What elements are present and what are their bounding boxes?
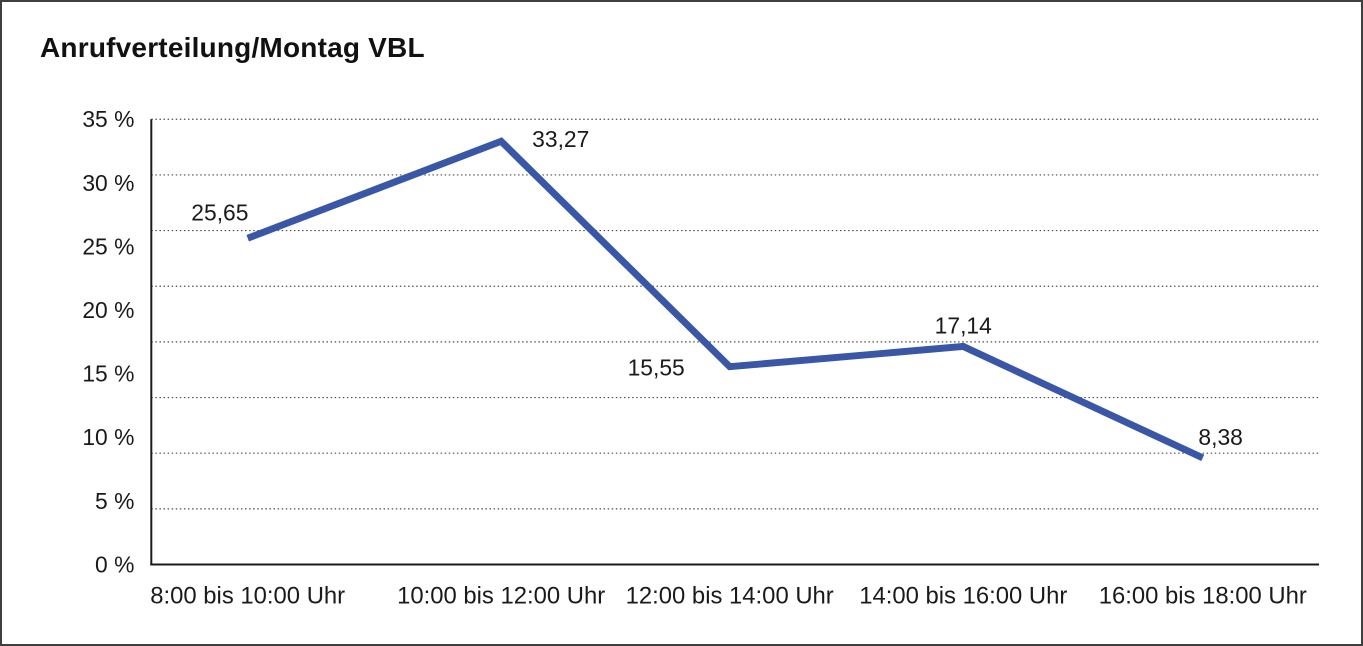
y-tick-label: 5 %	[95, 488, 134, 514]
y-tick-label: 0 %	[95, 551, 134, 577]
y-tick-label: 15 %	[82, 361, 134, 387]
y-tick-label: 25 %	[82, 233, 134, 259]
x-tick-label: 8:00 bis 10:00 Uhr	[150, 582, 345, 609]
chart-title: Anrufverteilung/Montag VBL	[40, 32, 425, 63]
value-label: 25,65	[191, 199, 248, 225]
value-label: 17,14	[935, 313, 992, 339]
value-label: 8,38	[1198, 424, 1242, 450]
y-tick-label: 30 %	[82, 170, 134, 196]
value-label: 33,27	[532, 126, 589, 152]
y-tick-label: 35 %	[82, 106, 134, 132]
y-tick-label: 10 %	[82, 424, 134, 450]
x-tick-label: 10:00 bis 12:00 Uhr	[397, 582, 605, 609]
series-line	[246, 137, 1205, 462]
y-tick-label: 20 %	[82, 297, 134, 323]
x-tick-label: 14:00 bis 16:00 Uhr	[859, 582, 1067, 609]
x-tick-label: 12:00 bis 14:00 Uhr	[626, 582, 834, 609]
value-label: 15,55	[628, 355, 685, 381]
x-tick-label: 16:00 bis 18:00 Uhr	[1099, 582, 1307, 609]
